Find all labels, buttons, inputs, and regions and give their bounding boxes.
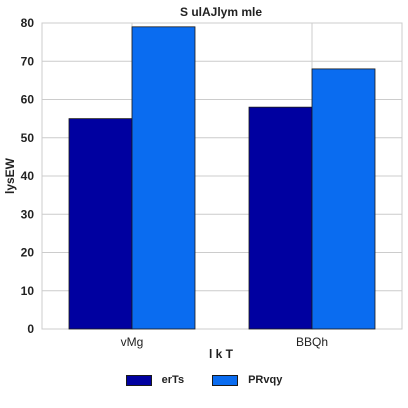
bar-erTs-vMg — [68, 118, 133, 330]
x-axis-label: l k T — [209, 347, 234, 361]
legend-label: PRvqy — [248, 374, 283, 386]
y-tick-label: 30 — [21, 207, 35, 221]
y-tick-label: 20 — [21, 246, 35, 260]
y-tick-label: 10 — [21, 284, 35, 298]
chart-title: S ulAJlym mle — [180, 5, 262, 19]
y-tick-label: 40 — [21, 169, 35, 183]
y-tick-label: 50 — [21, 131, 35, 145]
y-tick-label: 60 — [21, 93, 35, 107]
bar-erTs-BBQh — [248, 106, 313, 330]
legend-item: erTs — [125, 374, 185, 386]
y-tick-label: 70 — [21, 54, 35, 68]
bar-PRvqy-BBQh — [311, 68, 376, 330]
legend-item: PRvqy — [212, 374, 282, 386]
x-tick-label: vMg — [121, 335, 144, 349]
legend-swatch — [125, 374, 152, 386]
y-tick-label: 80 — [21, 16, 35, 30]
x-tick-label: BBQh — [296, 335, 328, 349]
legend-swatch — [212, 374, 239, 386]
chart-legend: erTs PRvqy — [0, 374, 408, 386]
bar-PRvqy-vMg — [131, 26, 196, 330]
y-tick-label: 0 — [27, 322, 34, 336]
plot-area: 0 10 20 30 40 50 60 70 80 vMg BBQh — [21, 16, 403, 349]
y-axis-label: lysEW — [3, 157, 17, 194]
legend-label: erTs — [161, 374, 185, 386]
